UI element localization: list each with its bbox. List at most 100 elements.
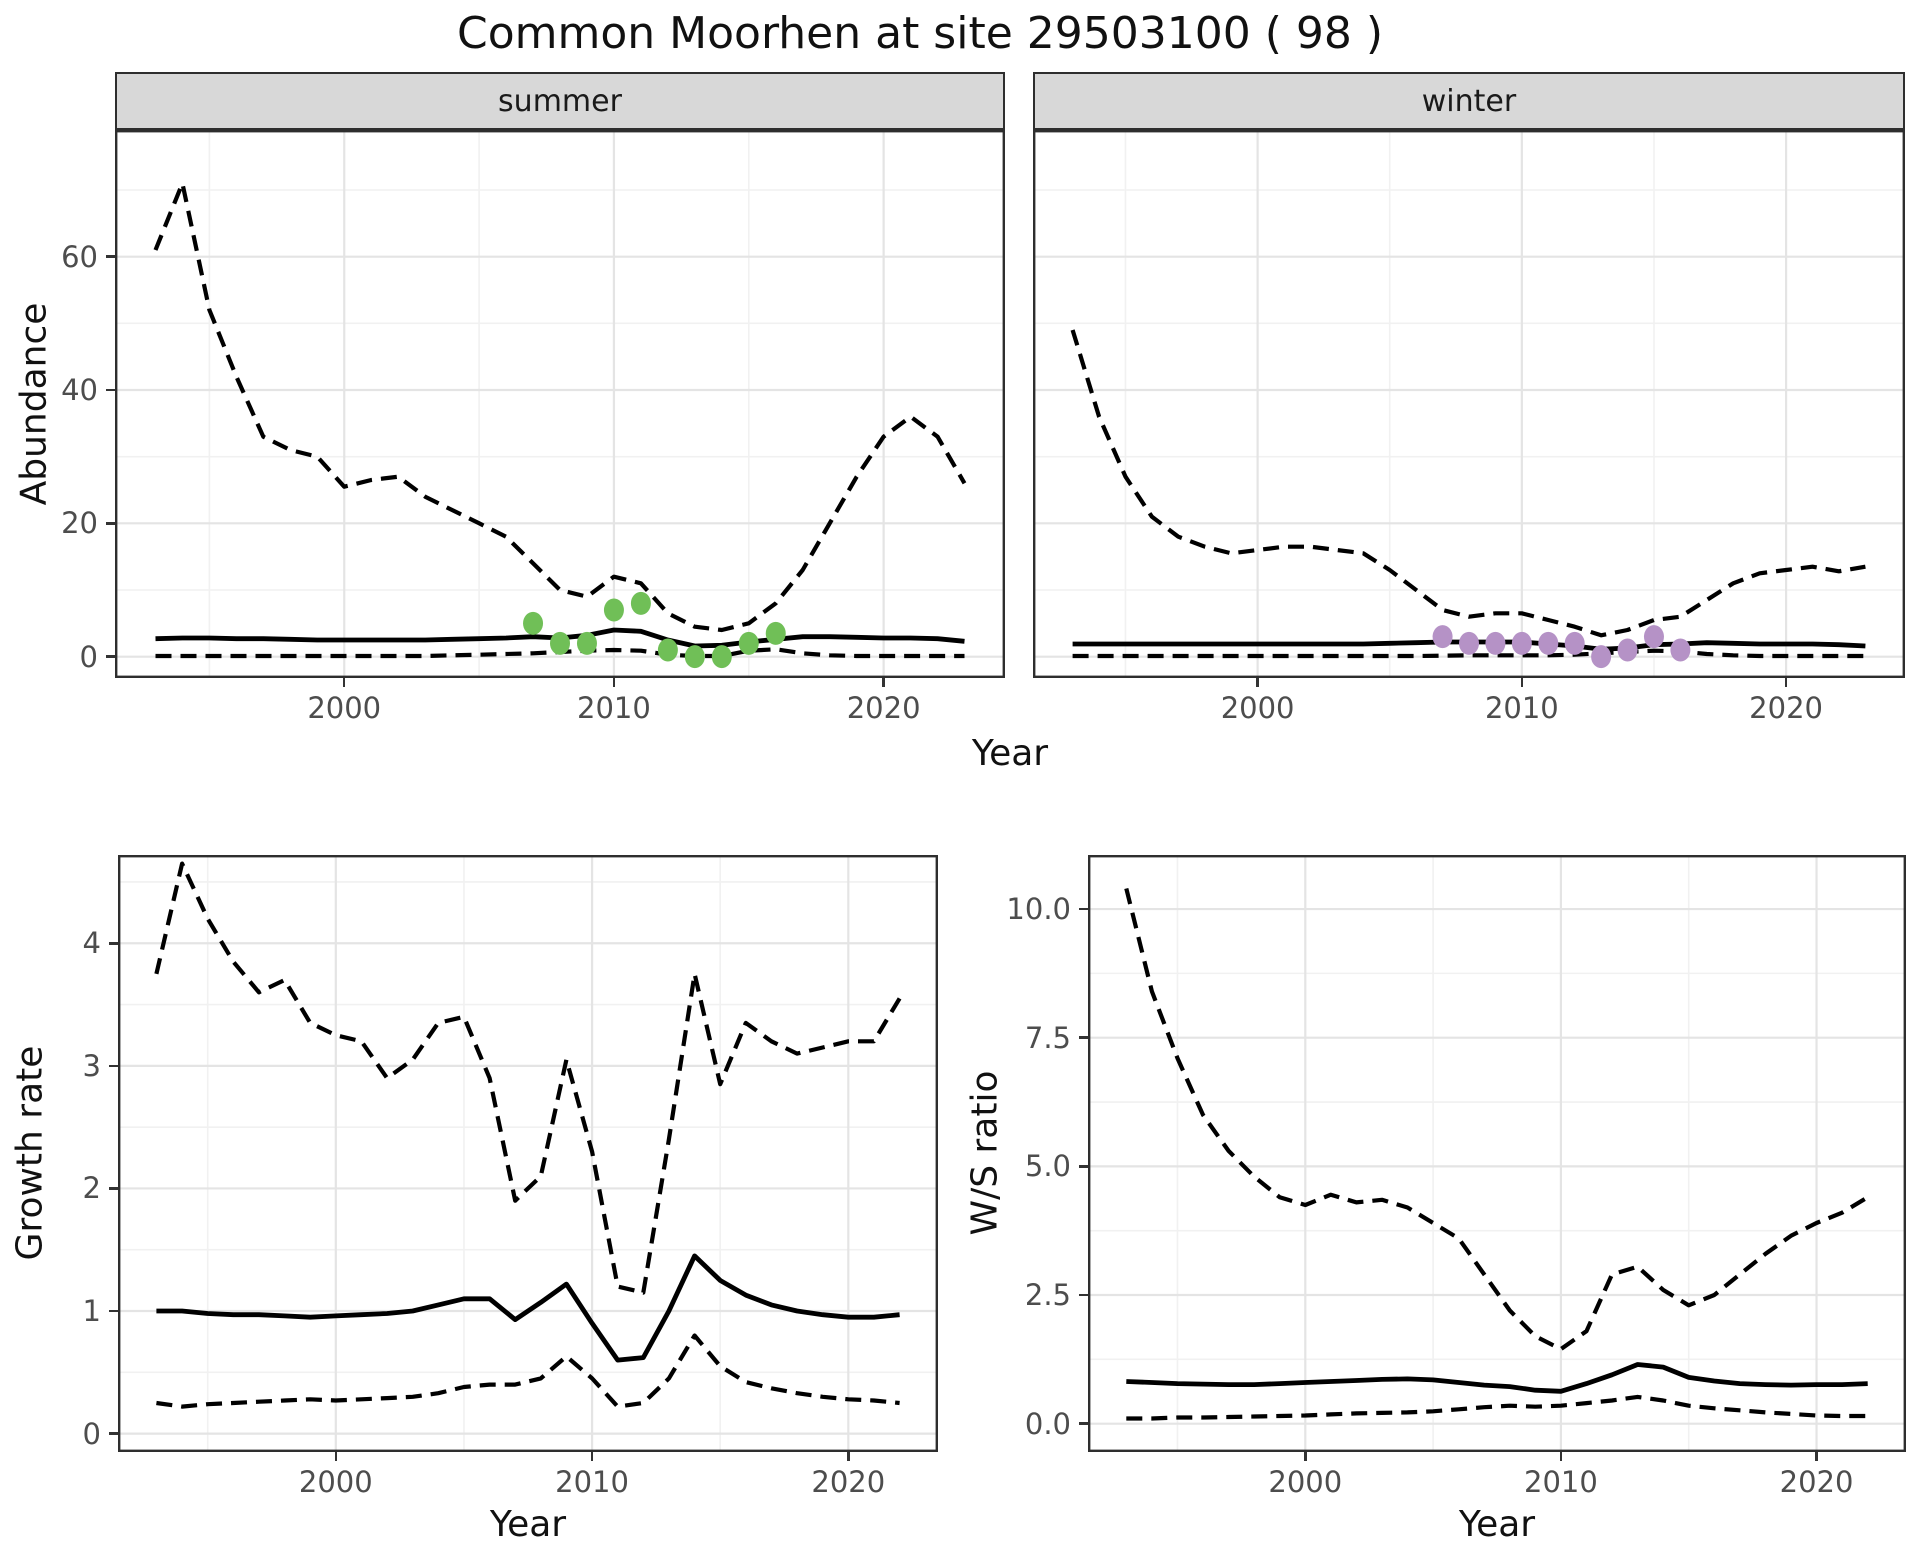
observation-point [1538, 631, 1559, 655]
y-tick-mark [1079, 1036, 1088, 1039]
x-tick-mark [1256, 678, 1259, 687]
y-tick-label: 0.0 [1024, 1406, 1071, 1441]
x-tick-label: 2000 [307, 691, 382, 725]
observation-point [657, 638, 678, 662]
observation-point [1564, 631, 1585, 655]
y-tick-mark [1079, 1165, 1088, 1168]
x-tick-mark [847, 1452, 850, 1461]
median-line [1126, 1362, 1868, 1394]
x-tick-label: 2000 [298, 1465, 373, 1499]
y-tick-label: 0 [79, 639, 98, 674]
y-tick-label: 10.0 [1006, 892, 1071, 927]
x-tick-mark [342, 678, 346, 687]
observation-point [684, 645, 705, 669]
lower_95ci-line [156, 1333, 900, 1409]
top-year-axis-title: Year [971, 733, 1049, 774]
x-tick-mark [612, 678, 616, 687]
upper_95ci-line [153, 181, 967, 633]
observation-point [630, 591, 651, 615]
x-tick-mark [882, 678, 885, 687]
y-tick-mark [106, 655, 115, 658]
facet-strip-summer: summer [115, 72, 1005, 130]
x-tick-mark [1520, 678, 1524, 687]
abundance-winter-panel [1033, 130, 1905, 678]
x-tick-mark [1559, 1452, 1563, 1461]
facet-strip-summer-label: summer [498, 83, 622, 119]
x-tick-label: 2010 [1484, 691, 1559, 725]
observation-point [550, 631, 570, 655]
ws-ratio-panel [1088, 855, 1906, 1452]
x-tick-label: 2020 [1779, 1465, 1854, 1499]
panel-background [115, 130, 1005, 678]
observation-point [1670, 638, 1691, 662]
y-tick-mark [1079, 1422, 1088, 1425]
upper_95ci-line [1124, 887, 1869, 1352]
observation-point [765, 621, 786, 645]
y-tick-mark [109, 1309, 118, 1313]
facet-strip-winter-label: winter [1421, 83, 1517, 119]
observation-point [711, 645, 732, 669]
y-tick-mark [109, 1064, 118, 1068]
x-tick-label: 2010 [1524, 1465, 1598, 1499]
panel-background [1088, 855, 1906, 1452]
facet-strip-winter: winter [1033, 72, 1905, 130]
x-tick-mark [334, 1452, 338, 1461]
y-tick-mark [1079, 1293, 1088, 1297]
y-tick-label: 2.5 [1024, 1278, 1071, 1313]
y-tick-mark [1079, 907, 1088, 911]
y-tick-mark [106, 388, 115, 392]
y-tick-mark [109, 1187, 118, 1190]
observation-point [1617, 638, 1638, 662]
y-tick-label: 2 [82, 1171, 101, 1206]
x-tick-label: 2020 [1749, 691, 1823, 725]
upper_95ci-line [1070, 329, 1866, 638]
y-tick-mark [109, 942, 118, 945]
y-tick-label: 20 [61, 506, 98, 541]
observation-point [1643, 625, 1664, 649]
observation-point [1459, 631, 1479, 655]
x-tick-label: 2010 [577, 691, 651, 725]
panel-border [1033, 130, 1905, 678]
growth-rate-panel [118, 855, 938, 1452]
observation-point [1591, 645, 1612, 669]
observation-point [1432, 625, 1453, 649]
y-tick-label: 1 [82, 1294, 101, 1329]
panel-border [118, 855, 938, 1452]
y-tick-label: 5.0 [1024, 1149, 1071, 1184]
ws-year-axis-title: Year [1458, 1504, 1536, 1545]
y-tick-label: 0 [82, 1416, 101, 1451]
panel-border [115, 130, 1005, 678]
observation-point [1511, 631, 1532, 655]
y-tick-mark [109, 1432, 118, 1435]
upper_95ci-line [154, 861, 902, 1295]
y-tick-label: 60 [61, 239, 98, 274]
x-tick-label: 2000 [1268, 1465, 1343, 1499]
panel-background [1033, 130, 1905, 678]
panel-background [118, 855, 938, 1452]
y-tick-label: 40 [61, 373, 98, 407]
y-tick-label: 4 [82, 926, 101, 961]
y-tick-mark [106, 522, 115, 525]
plot-title: Common Moorhen at site 29503100 ( 98 ) [457, 8, 1383, 59]
x-tick-mark [1304, 1452, 1307, 1461]
x-tick-mark [1784, 678, 1788, 687]
observation-point [576, 631, 597, 655]
lower_95ci-line [1072, 648, 1866, 659]
abundance-summer-panel [115, 130, 1005, 678]
x-tick-label: 2020 [846, 691, 921, 725]
x-tick-mark [590, 1452, 594, 1461]
x-tick-label: 2020 [811, 1465, 886, 1499]
observation-point [523, 611, 544, 635]
growth-year-axis-title: Year [489, 1504, 567, 1545]
x-tick-label: 2010 [555, 1465, 629, 1499]
y-tick-label: 3 [82, 1048, 101, 1083]
observation-point [1485, 631, 1506, 655]
panel-border [1088, 855, 1906, 1452]
observation-point [738, 631, 759, 655]
x-tick-label: 2000 [1220, 691, 1295, 725]
x-tick-mark [1815, 1452, 1818, 1461]
y-tick-mark [106, 255, 115, 258]
observation-point [603, 598, 624, 622]
median-line [156, 1253, 900, 1363]
